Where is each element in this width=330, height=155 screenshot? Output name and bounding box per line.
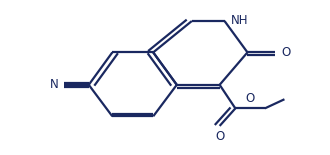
Text: O: O <box>282 46 291 59</box>
Text: O: O <box>246 92 255 105</box>
Text: NH: NH <box>230 14 248 27</box>
Text: N: N <box>50 78 58 91</box>
Text: O: O <box>215 131 224 144</box>
